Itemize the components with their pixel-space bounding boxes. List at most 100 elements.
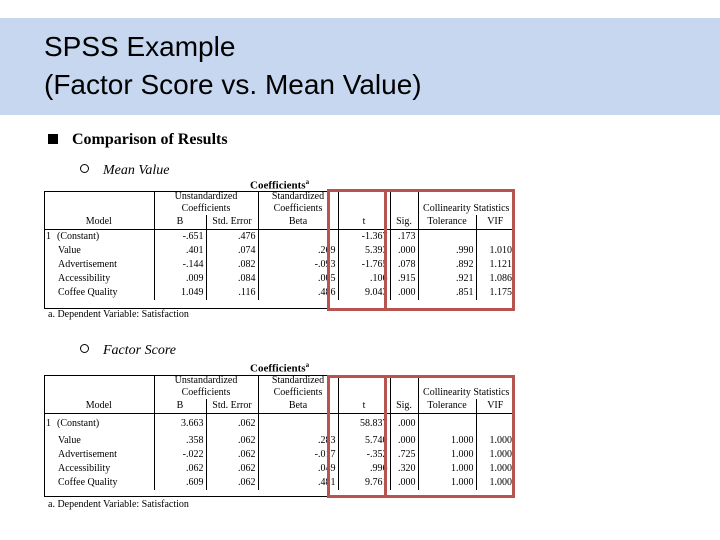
circle-bullet-icon — [80, 164, 89, 173]
group-unstandardized: Unstandardized Coefficients — [153, 191, 258, 215]
b-cell: .009 — [153, 272, 206, 286]
tolerance-cell: .990 — [417, 244, 476, 258]
group-standardized: Standardized Coefficients — [257, 191, 338, 215]
predictor-name: Value — [58, 435, 81, 446]
table2-title: Coefficientsa — [250, 361, 310, 375]
std-error-cell: .062 — [205, 413, 258, 434]
vif-cell — [475, 229, 514, 244]
sig-cell: .915 — [389, 272, 418, 286]
slide-title-line1: SPSS Example — [44, 31, 236, 62]
bullet-text: Comparison of Results — [72, 131, 228, 148]
predictor-name: Accessibility — [58, 463, 111, 474]
col-b: B — [153, 215, 206, 230]
sub-bullet-text: Factor Score — [103, 343, 176, 358]
sub-bullet-mean-value: Mean Value — [80, 163, 169, 179]
b-cell: .401 — [153, 244, 206, 258]
std-error-cell: .062 — [205, 448, 258, 462]
predictor-name: (Constant) — [57, 231, 100, 242]
tolerance-cell — [417, 229, 476, 244]
b-cell: -.651 — [153, 229, 206, 244]
table-row: Advertisement -.144.082 -.093 -1.765.078.89… — [44, 258, 514, 272]
sig-cell: .000 — [389, 244, 418, 258]
table1-footnote: a. Dependent Variable: Satisfaction — [48, 309, 189, 320]
predictor-name: Value — [58, 245, 81, 256]
col-vif: VIF — [475, 215, 514, 230]
std-error-cell: .084 — [205, 272, 258, 286]
col-beta: Beta — [257, 399, 338, 414]
t-cell: -1.765 — [337, 258, 390, 272]
square-bullet-icon — [48, 134, 58, 144]
b-cell: .062 — [153, 462, 206, 476]
table-row: 1 (Constant) -.651.476 -1.367.173 — [44, 229, 514, 245]
bullet-comparison: Comparison of Results — [48, 131, 228, 149]
std-error-cell: .074 — [205, 244, 258, 258]
beta-cell: .005 — [257, 272, 338, 286]
table-row: Value .401.074.269 5.393.000.990 1.010 — [44, 244, 514, 258]
tolerance-cell: 1.000 — [417, 448, 476, 462]
tolerance-cell: 1.000 — [417, 434, 476, 448]
t-cell: -1.367 — [337, 229, 390, 244]
std-error-cell: .062 — [205, 462, 258, 476]
predictor-name: Accessibility — [58, 273, 111, 284]
sub-bullet-text: Mean Value — [103, 163, 170, 178]
beta-cell: -.093 — [257, 258, 338, 272]
tolerance-cell: .921 — [417, 272, 476, 286]
table-row: Advertisement -.022.062 -.017 -.352.725 1.00… — [44, 448, 514, 462]
table1-title: Coefficientsa — [250, 178, 310, 192]
t-cell: 9.761 — [337, 476, 390, 490]
t-cell: 5.740 — [337, 434, 390, 448]
group-collinearity: Collinearity Statistics — [417, 375, 514, 399]
predictor-name: Advertisement — [58, 259, 117, 270]
std-error-cell: .062 — [205, 434, 258, 448]
vif-cell: 1.175 — [475, 286, 514, 300]
sig-cell: .173 — [389, 229, 418, 244]
sig-cell: .725 — [389, 448, 418, 462]
col-t: t — [337, 399, 390, 414]
beta-cell: .283 — [257, 434, 338, 448]
tolerance-cell — [417, 413, 476, 434]
beta-cell: .049 — [257, 462, 338, 476]
col-beta: Beta — [257, 215, 338, 230]
col-tolerance: Tolerance — [417, 215, 476, 230]
col-model: Model — [44, 215, 154, 230]
tolerance-cell: .851 — [417, 286, 476, 300]
beta-cell: .481 — [257, 476, 338, 490]
coefficients-table-mean-value: Unstandardized Coefficients Standardized… — [44, 191, 514, 300]
col-vif: VIF — [475, 399, 514, 414]
vif-cell — [475, 413, 514, 434]
vif-cell: 1.121 — [475, 258, 514, 272]
table-row: Accessibility .009.084.005.106.915.921 1.0… — [44, 272, 514, 286]
col-sig: Sig. — [389, 215, 418, 230]
sig-cell: .078 — [389, 258, 418, 272]
t-cell: 9.043 — [337, 286, 390, 300]
col-std-error: Std. Error — [205, 399, 258, 414]
sig-cell: .000 — [389, 286, 418, 300]
sig-cell: .320 — [389, 462, 418, 476]
table1-container: Unstandardized Coefficients Standardized… — [44, 189, 515, 311]
sig-cell: .000 — [389, 476, 418, 490]
vif-cell: 1.010 — [475, 244, 514, 258]
t-cell: 58.837 — [337, 413, 390, 434]
b-cell: .358 — [153, 434, 206, 448]
vif-cell: 1.000 — [475, 462, 514, 476]
t-cell: -.352 — [337, 448, 390, 462]
sig-cell: .000 — [389, 434, 418, 448]
model-number: 1 — [46, 231, 51, 242]
col-model: Model — [44, 399, 154, 414]
std-error-cell: .116 — [205, 286, 258, 300]
t-cell: 5.393 — [337, 244, 390, 258]
beta-cell — [257, 413, 338, 434]
model-cell: 1 (Constant) — [44, 414, 154, 435]
slide-title-line2: (Factor Score vs. Mean Value) — [44, 69, 422, 100]
col-tolerance: Tolerance — [417, 399, 476, 414]
predictor-name: (Constant) — [57, 418, 100, 429]
t-cell: .996 — [337, 462, 390, 476]
predictor-name: Advertisement — [58, 449, 117, 460]
table-row: Value .358.062.283 5.740.000 1.000 1.000 — [44, 434, 514, 448]
tolerance-cell: .892 — [417, 258, 476, 272]
b-cell: 3.663 — [153, 413, 206, 434]
table-row: Coffee Quality .609.062.481 9.761.000 1.000… — [44, 476, 514, 490]
vif-cell: 1.000 — [475, 448, 514, 462]
model-cell: 1 (Constant) — [44, 230, 154, 245]
circle-bullet-icon — [80, 344, 89, 353]
